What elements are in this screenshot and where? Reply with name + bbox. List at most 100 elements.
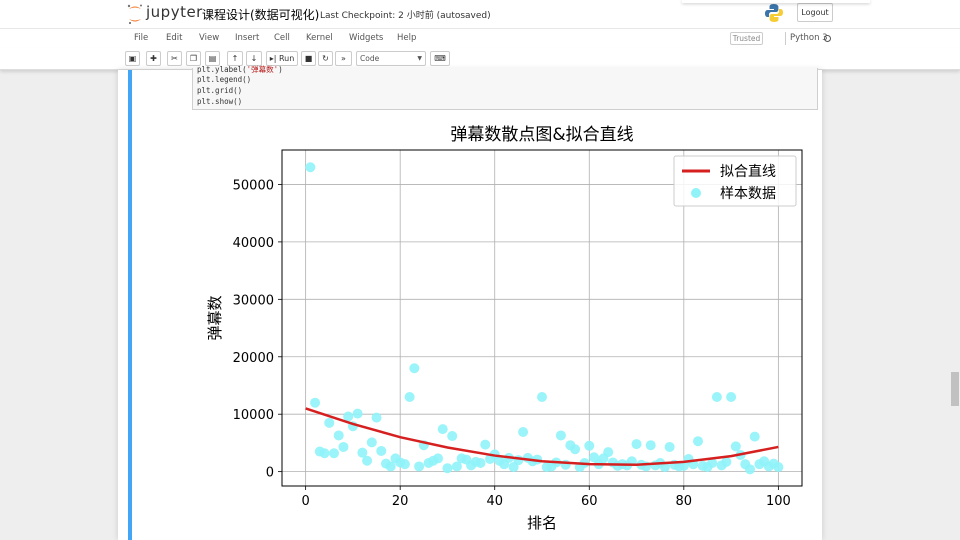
scatter-point — [555, 430, 566, 441]
paste-icon: ▤ — [208, 54, 217, 63]
series-layer — [305, 162, 784, 475]
scatter-point — [447, 431, 458, 442]
x-tick-label: 0 — [301, 494, 309, 509]
scatter-point — [513, 455, 524, 466]
scatter-point — [319, 448, 330, 459]
y-tick-label: 50000 — [233, 178, 274, 193]
y-tick-label: 20000 — [233, 351, 274, 366]
scatter-point — [664, 441, 675, 452]
x-axis-label: 排名 — [527, 514, 557, 532]
run-label: Run — [278, 54, 295, 63]
menu-help[interactable]: Help — [397, 33, 417, 43]
scatter-point — [343, 411, 354, 422]
page-scrollbar[interactable] — [951, 372, 959, 406]
y-axis-label: 弹幕数 — [206, 295, 224, 340]
run-button[interactable]: ▸| Run — [266, 51, 298, 66]
scatter-point — [721, 456, 732, 467]
code-line-1: plt.ylabel('弹幕数') — [197, 65, 283, 74]
notebook-title[interactable]: 课程设计(数据可视化) — [202, 8, 320, 22]
scatter-point — [352, 408, 363, 419]
menu-view[interactable]: View — [199, 33, 220, 43]
checkpoint-status: Last Checkpoint: 2 小时前 (autosaved) — [320, 11, 491, 21]
kernel-idle-icon — [824, 35, 831, 42]
menu-insert[interactable]: Insert — [235, 33, 260, 43]
logout-button[interactable]: Logout — [797, 3, 833, 22]
legend-scatter-label: 样本数据 — [720, 186, 776, 202]
arrow-down-icon: ↓ — [250, 54, 258, 63]
scatter-point — [659, 462, 670, 473]
header-bar: jupyter 课程设计(数据可视化) Last Checkpoint: 2 小… — [0, 0, 960, 28]
scatter-point — [333, 430, 344, 441]
plot-frame — [281, 149, 803, 487]
menu-bar: File Edit View Insert Cell Kernel Widget… — [0, 28, 960, 48]
scatter-point — [631, 439, 642, 450]
x-tick-label: 80 — [676, 494, 693, 509]
scatter-point — [475, 458, 486, 469]
move-up-button[interactable]: ↑ — [227, 51, 243, 66]
legend-box — [673, 155, 797, 207]
y-tick-label: 0 — [266, 466, 274, 481]
scatter-point — [329, 448, 339, 459]
tick-layer: 0 20 40 60 80 100 0 10000 20000 30000 40000 50000 — [233, 178, 791, 509]
keyboard-icon: ⌨ — [434, 54, 446, 63]
plus-icon: ✚ — [150, 54, 157, 63]
scatter-point — [451, 461, 462, 472]
x-tick-label: 60 — [581, 494, 598, 509]
cell-type-value: Code — [360, 54, 380, 63]
scatter-chart: 0 20 40 60 80 100 0 10000 20000 30000 40000 50000 弹… — [206, 125, 803, 532]
scatter-point — [362, 455, 373, 466]
scatter-point — [707, 458, 718, 469]
scissors-icon: ✂ — [171, 54, 178, 63]
menu-edit[interactable]: Edit — [166, 33, 183, 43]
step-forward-icon: ▸| — [269, 54, 277, 63]
scatter-point — [773, 462, 784, 473]
restart-run-all-button[interactable]: » — [335, 51, 352, 66]
scatter-point — [480, 439, 491, 450]
scatter-point — [433, 453, 443, 464]
move-down-button[interactable]: ↓ — [246, 51, 262, 66]
refresh-icon: ↻ — [322, 54, 329, 63]
scatter-point — [409, 363, 420, 374]
y-tick-label: 10000 — [233, 408, 274, 423]
interrupt-button[interactable]: ■ — [301, 51, 316, 66]
chart-title: 弹幕数散点图&拟合直线 — [450, 125, 633, 145]
scatter-point — [570, 444, 581, 455]
kernel-name: Python 3 — [790, 33, 828, 43]
y-tick-label: 40000 — [233, 236, 274, 251]
scatter-point — [376, 445, 387, 456]
x-tick-label: 20 — [392, 494, 409, 509]
scatter-point — [711, 391, 722, 402]
trusted-badge[interactable]: Trusted — [730, 32, 763, 45]
scatter-point — [357, 447, 368, 458]
cut-button[interactable]: ✂ — [167, 51, 182, 66]
scatter-point — [560, 459, 571, 470]
copy-button[interactable]: ❐ — [186, 51, 201, 66]
insert-cell-button[interactable]: ✚ — [146, 51, 161, 66]
paste-button[interactable]: ▤ — [205, 51, 220, 66]
x-tick-label: 40 — [486, 494, 503, 509]
save-button[interactable]: ▣ — [125, 51, 140, 66]
cell-type-select[interactable]: Code ▼ — [356, 51, 426, 66]
scatter-point — [749, 431, 760, 442]
restart-button[interactable]: ↻ — [318, 51, 333, 66]
jupyter-logo-text[interactable]: jupyter — [146, 3, 203, 21]
scatter-point — [305, 162, 316, 173]
kernel-indicator[interactable]: Python 3 — [785, 32, 833, 45]
menu-cell[interactable]: Cell — [274, 33, 290, 43]
scatter-point — [745, 464, 755, 475]
scatter-point — [371, 412, 382, 423]
legend-line-label: 拟合直线 — [720, 163, 776, 180]
menu-widgets[interactable]: Widgets — [349, 33, 384, 43]
scatter-point — [730, 441, 741, 452]
scatter-point — [442, 463, 453, 474]
scatter-point — [584, 440, 595, 451]
jupyter-logo-icon[interactable] — [126, 3, 144, 25]
command-palette-button[interactable]: ⌨ — [430, 51, 450, 66]
scatter-point — [645, 440, 656, 451]
scatter-point — [603, 447, 614, 458]
scatter-point — [399, 459, 410, 470]
menu-file[interactable]: File — [134, 33, 149, 43]
menu-kernel[interactable]: Kernel — [306, 33, 333, 43]
code-cell-input[interactable]: plt.ylabel('弹幕数') plt.legend() plt.grid(… — [192, 65, 818, 110]
fast-forward-icon: » — [341, 54, 346, 63]
